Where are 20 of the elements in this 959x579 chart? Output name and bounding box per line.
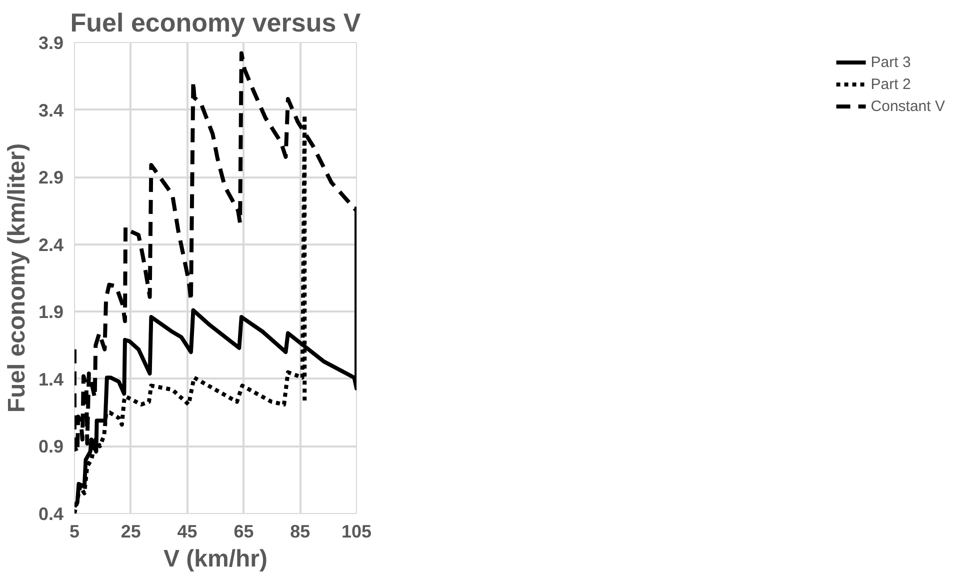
legend-label: Part 2 xyxy=(870,76,911,92)
y-tick-label: 1.9 xyxy=(38,302,64,322)
x-tick-label: 5 xyxy=(69,522,80,542)
legend-label: Constant V xyxy=(870,98,945,114)
x-tick-label: 65 xyxy=(234,522,254,542)
legend-label: Part 3 xyxy=(870,54,911,70)
y-tick-label: 3.9 xyxy=(38,33,64,53)
y-tick-label: 2.9 xyxy=(38,168,64,188)
y-tick-label: 2.4 xyxy=(38,234,64,255)
y-tick-label: 0.9 xyxy=(38,436,64,457)
x-tick-label: 45 xyxy=(177,522,198,542)
y-tick-label: 1.4 xyxy=(38,369,64,390)
chart-title: Fuel economy versus V xyxy=(70,8,362,38)
x-axis-title: V (km/hr) xyxy=(163,546,268,572)
x-tick-label: 25 xyxy=(120,522,141,542)
y-tick-label: 3.4 xyxy=(38,100,64,120)
x-tick-label: 105 xyxy=(341,522,372,542)
y-tick-label: 0.4 xyxy=(38,504,64,524)
y-axis-title: Fuel economy (km/liter) xyxy=(3,143,30,413)
x-tick-label: 85 xyxy=(290,522,310,542)
